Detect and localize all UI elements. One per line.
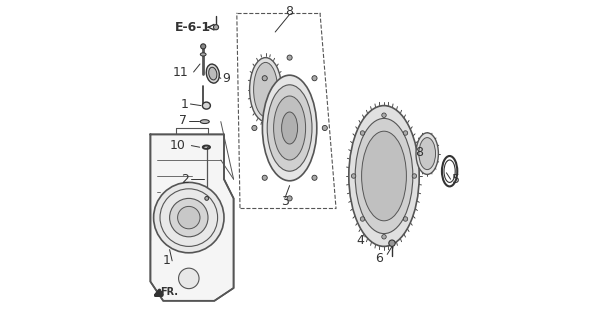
Text: 7: 7 bbox=[179, 115, 187, 127]
Text: 5: 5 bbox=[452, 173, 460, 186]
Ellipse shape bbox=[362, 131, 406, 221]
Text: 8: 8 bbox=[286, 5, 294, 18]
Circle shape bbox=[287, 196, 292, 201]
Circle shape bbox=[403, 131, 408, 135]
Ellipse shape bbox=[250, 58, 282, 122]
Text: 1: 1 bbox=[181, 98, 188, 110]
Text: 9: 9 bbox=[223, 72, 230, 85]
Circle shape bbox=[382, 235, 386, 239]
Text: 10: 10 bbox=[170, 139, 185, 152]
Circle shape bbox=[361, 217, 365, 221]
Ellipse shape bbox=[200, 120, 209, 124]
Circle shape bbox=[178, 206, 200, 229]
Text: 6: 6 bbox=[375, 252, 383, 265]
Circle shape bbox=[412, 174, 416, 178]
Circle shape bbox=[382, 113, 386, 117]
Circle shape bbox=[361, 131, 365, 135]
Circle shape bbox=[262, 76, 268, 81]
Ellipse shape bbox=[419, 138, 435, 170]
Circle shape bbox=[213, 25, 218, 30]
Circle shape bbox=[351, 174, 356, 178]
Ellipse shape bbox=[209, 67, 217, 80]
Text: E-6-1: E-6-1 bbox=[175, 21, 211, 34]
Text: 11: 11 bbox=[173, 66, 189, 78]
Circle shape bbox=[179, 268, 199, 289]
Circle shape bbox=[262, 175, 268, 180]
Circle shape bbox=[170, 198, 208, 237]
Circle shape bbox=[201, 44, 206, 49]
Ellipse shape bbox=[200, 53, 206, 56]
Circle shape bbox=[287, 55, 292, 60]
Ellipse shape bbox=[206, 64, 219, 83]
Ellipse shape bbox=[349, 106, 419, 246]
Text: 4: 4 bbox=[356, 234, 364, 247]
Text: FR.: FR. bbox=[160, 287, 178, 297]
Ellipse shape bbox=[263, 75, 317, 181]
Circle shape bbox=[322, 125, 327, 131]
Circle shape bbox=[312, 175, 317, 180]
Ellipse shape bbox=[282, 112, 297, 144]
Ellipse shape bbox=[202, 102, 210, 109]
Ellipse shape bbox=[274, 96, 306, 160]
Text: 2: 2 bbox=[181, 173, 189, 186]
Ellipse shape bbox=[254, 62, 278, 117]
Ellipse shape bbox=[267, 85, 312, 171]
Circle shape bbox=[389, 240, 395, 246]
Ellipse shape bbox=[355, 118, 413, 234]
Polygon shape bbox=[150, 134, 233, 301]
Circle shape bbox=[252, 125, 257, 131]
Circle shape bbox=[205, 196, 209, 200]
Text: 1: 1 bbox=[162, 254, 170, 267]
Ellipse shape bbox=[416, 133, 438, 174]
Circle shape bbox=[403, 217, 408, 221]
Circle shape bbox=[312, 76, 317, 81]
Circle shape bbox=[154, 182, 224, 253]
Text: 8: 8 bbox=[415, 146, 423, 158]
Text: 3: 3 bbox=[281, 195, 289, 208]
